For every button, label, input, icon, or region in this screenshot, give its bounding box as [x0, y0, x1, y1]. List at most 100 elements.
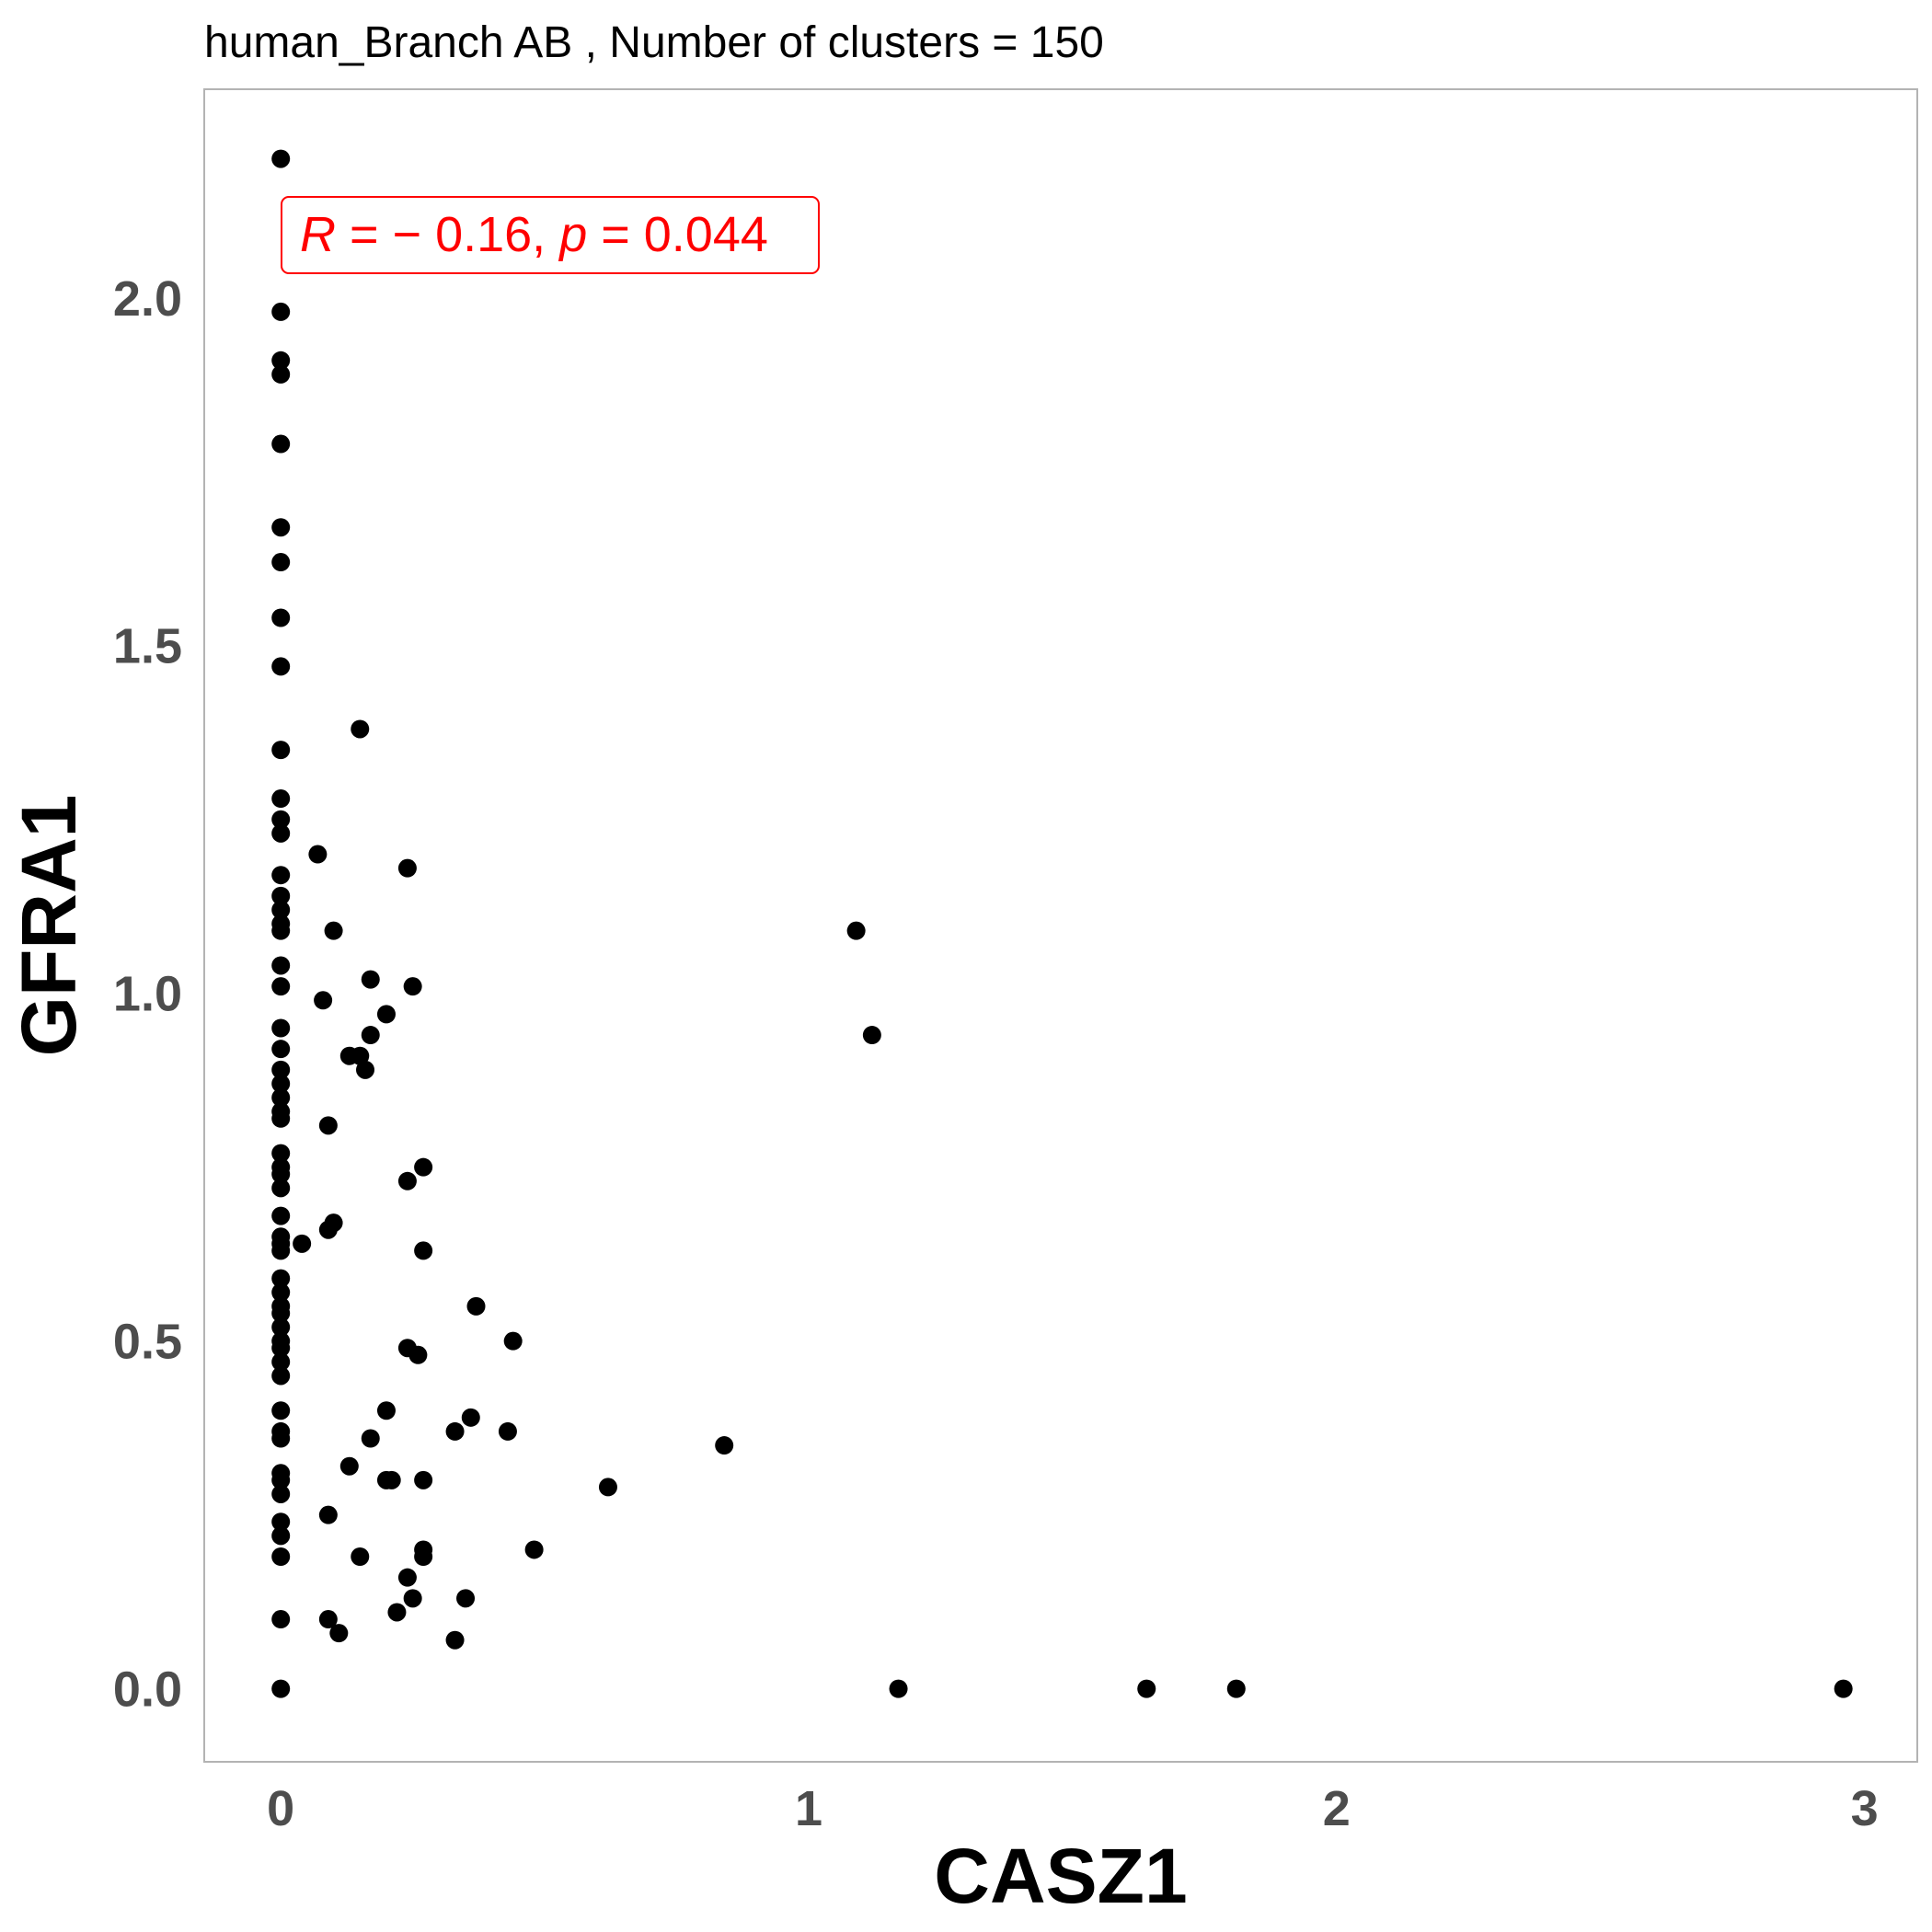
- data-point: [271, 364, 291, 384]
- data-point: [414, 1547, 433, 1567]
- data-point: [351, 719, 370, 739]
- annotation-p-value: = 0.044: [587, 207, 768, 262]
- data-point: [271, 1366, 291, 1386]
- annotation-p-symbol: p: [558, 207, 587, 262]
- data-point: [271, 1526, 291, 1546]
- data-point: [351, 1046, 370, 1065]
- x-axis-label: CASZ1: [934, 1833, 1187, 1919]
- data-point: [318, 1610, 338, 1629]
- data-point: [846, 921, 866, 940]
- data-point: [271, 1282, 291, 1302]
- data-point: [271, 1241, 291, 1260]
- data-point: [271, 351, 291, 370]
- data-point: [271, 741, 291, 760]
- annotation-box: [281, 196, 820, 274]
- data-point: [271, 553, 291, 572]
- data-point: [376, 1005, 396, 1024]
- data-point: [339, 1456, 359, 1476]
- data-point: [271, 1206, 291, 1225]
- data-point: [403, 1589, 422, 1608]
- data-point: [271, 1074, 291, 1093]
- data-point: [414, 1470, 433, 1489]
- y-tick-label: 0.0: [113, 1662, 182, 1718]
- annotation-r-value: = − 0.16,: [336, 207, 559, 262]
- data-point: [498, 1421, 517, 1441]
- data-point: [271, 1144, 291, 1163]
- x-tick-label: 3: [1851, 1781, 1879, 1836]
- data-point: [351, 1547, 370, 1567]
- data-point: [271, 956, 291, 975]
- y-tick-label: 1.5: [113, 619, 182, 674]
- data-point: [387, 1603, 407, 1622]
- data-point: [271, 1401, 291, 1420]
- annotation-r-symbol: R: [300, 207, 336, 262]
- y-axis-ticks: 0.0 0.5 1.0 1.5 2.0: [113, 271, 182, 1718]
- data-point: [271, 1470, 291, 1489]
- y-tick-label: 0.5: [113, 1315, 182, 1370]
- data-point: [293, 1234, 312, 1253]
- data-point: [382, 1470, 401, 1489]
- x-axis-ticks: 0 1 2 3: [267, 1781, 1878, 1836]
- data-points: [271, 149, 1853, 1698]
- data-point: [318, 1220, 338, 1239]
- data-point: [408, 1345, 428, 1364]
- data-point: [271, 900, 291, 919]
- data-point: [445, 1421, 465, 1441]
- x-tick-label: 2: [1323, 1781, 1351, 1836]
- data-point: [271, 657, 291, 676]
- data-point: [271, 823, 291, 843]
- data-point: [1834, 1679, 1853, 1698]
- data-point: [397, 858, 417, 878]
- data-point: [271, 886, 291, 905]
- data-point: [598, 1478, 617, 1497]
- data-point: [271, 1339, 291, 1358]
- data-point: [524, 1540, 544, 1559]
- data-point: [271, 1165, 291, 1184]
- data-point: [271, 1304, 291, 1323]
- data-point: [308, 845, 328, 864]
- data-point: [271, 1512, 291, 1532]
- data-point: [466, 1296, 486, 1316]
- data-point: [1137, 1679, 1156, 1698]
- data-point: [361, 1429, 380, 1448]
- data-point: [271, 1040, 291, 1059]
- data-point: [271, 1269, 291, 1288]
- data-point: [271, 1610, 291, 1629]
- data-point: [461, 1408, 480, 1427]
- data-point: [456, 1589, 476, 1608]
- data-point: [1226, 1679, 1246, 1698]
- data-point: [271, 1352, 291, 1372]
- data-point: [324, 921, 343, 940]
- data-point: [318, 1505, 338, 1524]
- data-point: [314, 991, 333, 1010]
- y-tick-label: 2.0: [113, 271, 182, 327]
- data-point: [361, 1026, 380, 1045]
- data-point: [271, 1429, 291, 1448]
- data-point: [271, 789, 291, 809]
- data-point: [271, 149, 291, 168]
- data-point: [271, 302, 291, 321]
- data-point: [271, 977, 291, 996]
- data-point: [271, 608, 291, 627]
- data-point: [376, 1401, 396, 1420]
- data-point: [271, 1088, 291, 1108]
- correlation-annotation: R = − 0.16, p = 0.044: [281, 196, 820, 274]
- data-point: [715, 1436, 734, 1455]
- data-point: [271, 866, 291, 885]
- data-point: [356, 1060, 375, 1079]
- data-point: [271, 518, 291, 537]
- data-point: [271, 810, 291, 829]
- data-point: [271, 1547, 291, 1567]
- data-point: [271, 1484, 291, 1503]
- data-point: [271, 434, 291, 454]
- data-point: [397, 1568, 417, 1587]
- chart-title: human_Branch AB , Number of clusters = 1…: [204, 18, 1104, 67]
- data-point: [329, 1624, 349, 1643]
- data-point: [318, 1116, 338, 1135]
- x-tick-label: 0: [267, 1781, 294, 1836]
- x-tick-label: 1: [795, 1781, 822, 1836]
- data-point: [397, 1171, 417, 1190]
- data-point: [271, 1018, 291, 1038]
- data-point: [271, 1179, 291, 1198]
